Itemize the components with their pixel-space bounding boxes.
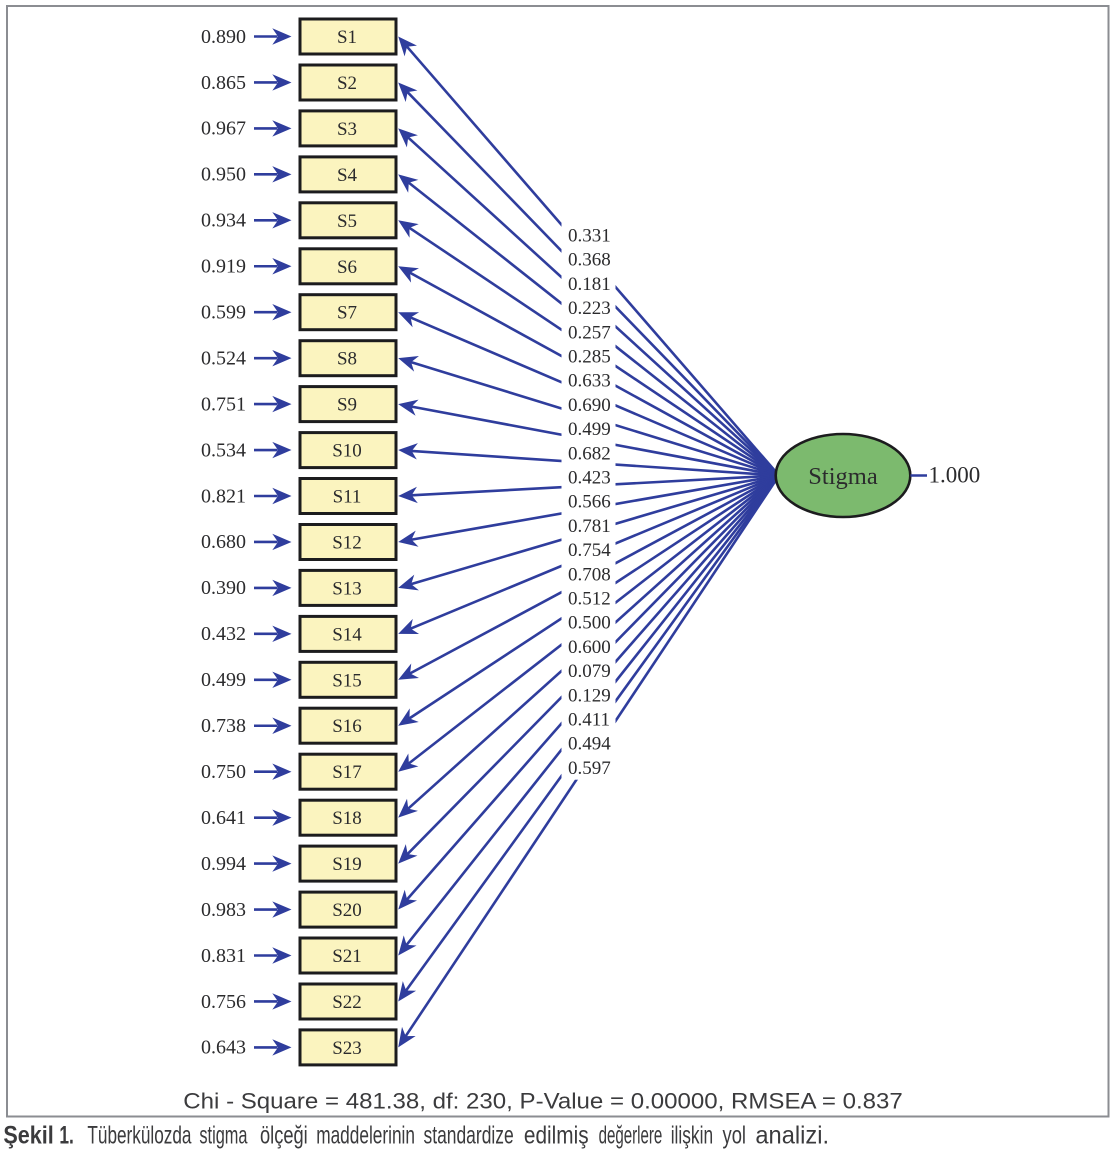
svg-text:0.432: 0.432 [201,623,246,645]
svg-text:0.821: 0.821 [201,485,246,507]
svg-text:0.368: 0.368 [568,250,611,271]
svg-text:değerlere: değerlere [599,1122,663,1150]
svg-text:0.690: 0.690 [568,395,611,416]
svg-text:S17: S17 [332,762,362,783]
svg-text:0.181: 0.181 [568,274,611,295]
svg-text:0.643: 0.643 [201,1037,246,1059]
svg-text:S5: S5 [337,211,357,232]
svg-text:0.129: 0.129 [568,685,611,706]
svg-text:0.411: 0.411 [568,710,610,731]
svg-text:1.: 1. [59,1122,74,1150]
svg-text:0.781: 0.781 [568,516,611,537]
svg-text:Şekil: Şekil [3,1122,53,1150]
svg-text:0.934: 0.934 [201,210,246,232]
svg-text:0.566: 0.566 [568,492,611,513]
svg-text:0.599: 0.599 [201,302,246,324]
svg-text:1.000: 1.000 [929,463,981,488]
svg-text:0.680: 0.680 [201,531,246,553]
svg-text:S22: S22 [332,992,362,1013]
svg-text:0.390: 0.390 [201,577,246,599]
svg-text:maddelerinin: maddelerinin [316,1122,415,1150]
svg-text:0.754: 0.754 [568,540,611,561]
svg-text:0.983: 0.983 [201,899,246,921]
svg-text:S15: S15 [332,670,362,691]
svg-text:0.708: 0.708 [568,564,611,585]
svg-text:yol: yol [723,1122,747,1150]
svg-text:0.500: 0.500 [568,613,611,634]
svg-text:S3: S3 [337,119,357,140]
svg-text:0.223: 0.223 [568,298,611,319]
svg-text:0.967: 0.967 [201,118,246,140]
svg-text:S7: S7 [337,303,357,324]
svg-text:S14: S14 [332,624,362,645]
svg-text:S20: S20 [332,900,362,921]
svg-text:0.512: 0.512 [568,589,611,610]
svg-text:0.751: 0.751 [201,393,246,415]
svg-text:S4: S4 [337,165,358,186]
svg-text:0.994: 0.994 [201,853,246,875]
svg-text:stigma: stigma [199,1122,247,1150]
svg-text:S18: S18 [332,808,362,829]
svg-text:S2: S2 [337,73,357,94]
svg-text:0.919: 0.919 [201,256,246,278]
svg-text:ilişkin: ilişkin [671,1122,713,1150]
svg-text:S9: S9 [337,395,357,416]
svg-text:standardize: standardize [424,1122,514,1150]
svg-text:0.756: 0.756 [201,991,246,1013]
svg-text:0.750: 0.750 [201,761,246,783]
svg-text:Chi - Square = 481.38, df: 230: Chi - Square = 481.38, df: 230, P-Value … [183,1089,903,1114]
svg-text:S16: S16 [332,716,362,737]
svg-text:0.890: 0.890 [201,26,246,48]
svg-text:0.285: 0.285 [568,347,611,368]
svg-text:S10: S10 [332,441,362,462]
svg-text:S23: S23 [332,1038,362,1059]
svg-text:0.831: 0.831 [201,945,246,967]
svg-text:S13: S13 [332,578,362,599]
svg-text:0.079: 0.079 [568,661,611,682]
svg-text:S1: S1 [337,27,357,48]
svg-text:0.499: 0.499 [568,419,611,440]
svg-text:0.534: 0.534 [201,439,246,461]
svg-text:0.423: 0.423 [568,468,611,489]
svg-text:0.331: 0.331 [568,226,611,247]
svg-text:0.738: 0.738 [201,715,246,737]
svg-text:S12: S12 [332,533,362,554]
svg-text:0.641: 0.641 [201,807,246,829]
svg-text:0.494: 0.494 [568,734,611,755]
svg-text:S19: S19 [332,854,362,875]
svg-text:S21: S21 [332,946,362,967]
svg-text:0.597: 0.597 [568,758,611,779]
svg-text:0.257: 0.257 [568,322,611,343]
svg-text:0.600: 0.600 [568,637,611,658]
svg-text:0.499: 0.499 [201,669,246,691]
svg-text:0.865: 0.865 [201,72,246,94]
svg-text:0.950: 0.950 [201,164,246,186]
svg-text:S8: S8 [337,349,357,370]
svg-text:analizi.: analizi. [755,1122,829,1150]
svg-text:Tüberkülozda: Tüberkülozda [87,1122,191,1150]
svg-text:S11: S11 [333,487,362,508]
svg-text:ölçeği: ölçeği [260,1122,308,1150]
svg-text:0.524: 0.524 [201,348,246,370]
svg-text:Stigma: Stigma [808,463,878,490]
svg-text:0.682: 0.682 [568,443,611,464]
svg-text:0.633: 0.633 [568,371,611,392]
svg-text:S6: S6 [337,257,357,278]
svg-text:edilmiş: edilmiş [524,1122,589,1150]
